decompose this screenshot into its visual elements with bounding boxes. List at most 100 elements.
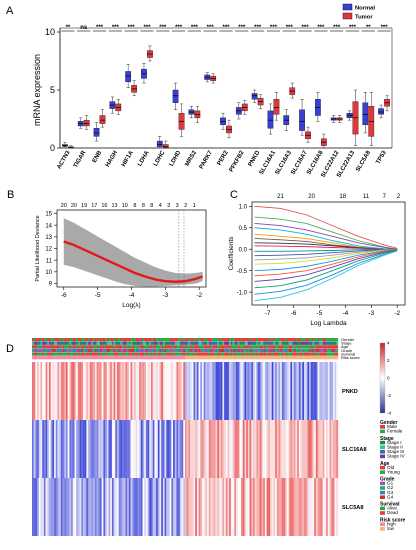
heatmap-cell — [79, 478, 82, 536]
annotation-cell — [319, 341, 322, 345]
heatmap-cell — [275, 478, 277, 536]
annotation-cell — [327, 348, 330, 353]
colorbar-tick-label: -4 — [387, 411, 391, 416]
heatmap-cell — [212, 362, 215, 420]
annotation-cell — [273, 356, 276, 360]
heatmap-cell — [79, 362, 82, 420]
heatmap-cell — [149, 362, 152, 420]
annotation-cell — [266, 348, 269, 353]
heatmap-cell — [253, 362, 255, 420]
heatmap-cell — [132, 362, 135, 420]
annotation-cell — [71, 352, 73, 356]
annotation-cell — [309, 352, 311, 356]
heatmap-cell — [105, 362, 107, 420]
heatmap-cell — [322, 362, 325, 420]
annotation-cell — [324, 352, 327, 356]
annotation-cell — [72, 345, 75, 349]
heatmap-cell — [225, 478, 228, 536]
annotation-cell — [278, 356, 281, 360]
annotation-cell — [208, 356, 211, 360]
heatmap-cell — [331, 478, 334, 536]
heatmap-cell — [100, 478, 102, 536]
heatmap-cell — [105, 420, 107, 478]
top-count-label-b: 8 — [142, 203, 145, 209]
annotation-cell — [132, 352, 135, 356]
annotation-cell — [166, 338, 169, 342]
annotation-cell — [59, 345, 62, 349]
annotation-cell — [140, 338, 143, 342]
heatmap-cell — [71, 362, 73, 420]
annotation-cell — [288, 352, 291, 356]
heatmap-cell — [151, 362, 153, 420]
heatmap-cell — [123, 478, 126, 536]
annotation-cell — [229, 345, 232, 349]
heatmap-cell — [96, 478, 99, 536]
annotation-cell — [298, 352, 301, 356]
heatmap-cell — [115, 478, 118, 536]
heatmap-cell — [186, 478, 189, 536]
heatmap-cell — [210, 420, 213, 478]
heatmap-cell — [222, 362, 225, 420]
heatmap-cell — [254, 478, 257, 536]
annotation-cell — [196, 345, 199, 349]
annotation-cell — [88, 341, 90, 345]
annotation-cell — [283, 341, 286, 345]
annotation-cell — [59, 341, 62, 345]
top-count-label-b: 20 — [61, 203, 67, 209]
heatmap-cell — [198, 478, 201, 536]
heatmap-cell — [79, 420, 82, 478]
heatmap-cell — [179, 362, 182, 420]
annotation-cell — [50, 345, 53, 349]
panel-label-b: B — [7, 189, 14, 201]
heatmap-cell — [174, 420, 177, 478]
annotation-cell — [111, 338, 114, 342]
annotation-cell — [273, 352, 276, 356]
heatmap-cell — [234, 478, 237, 536]
annotation-cell — [139, 356, 141, 360]
annotation-cell — [207, 352, 209, 356]
annotation-cell — [242, 352, 245, 356]
confidence-band — [63, 218, 203, 287]
annotation-cell — [295, 352, 298, 356]
annotation-cell — [173, 356, 175, 360]
annotation-cell — [169, 341, 172, 345]
y-axis-title-a: mRNA expression — [32, 54, 42, 126]
heatmap-cell — [147, 478, 150, 536]
annotation-cell — [83, 356, 85, 360]
heatmap-cell — [215, 420, 218, 478]
annotation-cell — [202, 341, 204, 345]
annotation-cell — [72, 341, 75, 345]
colorbar — [379, 342, 386, 414]
legend-group-title: Stage — [380, 436, 394, 442]
heatmap-cell — [285, 362, 288, 420]
annotation-cell — [149, 356, 152, 360]
annotation-cell — [162, 348, 165, 353]
annotation-cell — [84, 348, 87, 353]
annotation-cell — [117, 345, 119, 349]
annotation-cell — [239, 345, 242, 349]
heatmap-cell — [171, 478, 174, 536]
annotation-cell — [295, 356, 298, 360]
annotation-cell — [157, 356, 160, 360]
annotation-cell — [52, 352, 55, 356]
heatmap-cell — [202, 362, 204, 420]
heatmap-cell — [205, 362, 208, 420]
annotation-cell — [47, 338, 50, 342]
heatmap-cell — [115, 362, 118, 420]
annotation-cell — [35, 338, 38, 342]
annotation-cell — [181, 356, 184, 360]
annotation-cell — [72, 356, 75, 360]
annotation-cell — [247, 341, 250, 345]
annotation-cell — [217, 345, 220, 349]
annotation-cell — [253, 348, 255, 353]
heatmap-cell — [145, 478, 148, 536]
annotation-cell — [266, 356, 269, 360]
annotation-cell — [79, 341, 82, 345]
heatmap-cell — [290, 478, 293, 536]
heatmap-cell — [37, 478, 39, 536]
annotation-cell — [217, 352, 220, 356]
heatmap-cell — [253, 420, 255, 478]
annotation-cell — [314, 338, 317, 342]
annotation-cell — [100, 338, 102, 342]
